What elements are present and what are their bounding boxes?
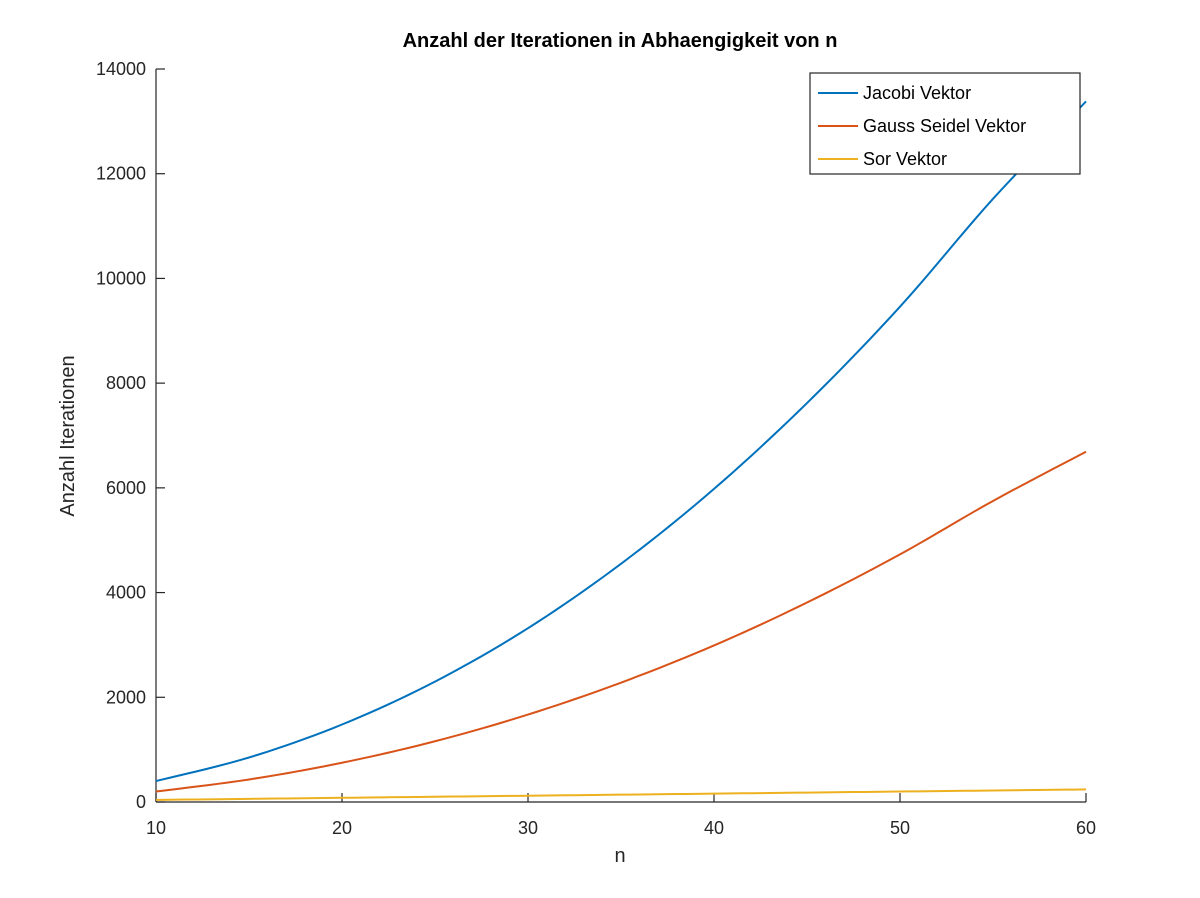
x-tick-label: 40 [704,818,724,838]
legend-label: Gauss Seidel Vektor [863,116,1026,136]
series-line-jacobi-vektor [155,100,1087,783]
axes: 10 20 30 40 50 60 0 2000 4000 6000 8000 10000 12000 1… [96,59,1096,838]
y-tick-label: 10000 [96,268,146,288]
x-axis-label: n [614,845,625,867]
y-tick-label: 14000 [96,59,146,79]
y-tick-label: 0 [136,792,146,812]
series-line-gauss-seidel-vektor [155,450,1087,793]
y-tick-label: 12000 [96,164,146,184]
x-tick-label: 20 [332,818,352,838]
x-tick-label: 30 [518,818,538,838]
x-tick-label: 10 [146,818,166,838]
legend-box [809,72,1081,175]
y-tick-label: 8000 [106,373,146,393]
legend-label: Sor Vektor [863,149,947,169]
y-axis-label: Anzahl Iterationen [57,355,79,516]
x-tick-label: 60 [1076,818,1096,838]
legend-label: Jacobi Vektor [863,83,971,103]
y-tick-label: 4000 [106,583,146,603]
series-group [155,100,1087,801]
y-tick-label: 2000 [106,687,146,707]
plot-area [156,69,1086,802]
y-tick-label: 6000 [106,478,146,498]
series-line-sor-vektor [155,788,1087,801]
legend: Jacobi Vektor Gauss Seidel Vektor Sor Vekt… [809,72,1081,175]
x-tick-label: 50 [890,818,910,838]
chart-title: Anzahl der Iterationen in Abhaengigkeit … [403,30,838,52]
